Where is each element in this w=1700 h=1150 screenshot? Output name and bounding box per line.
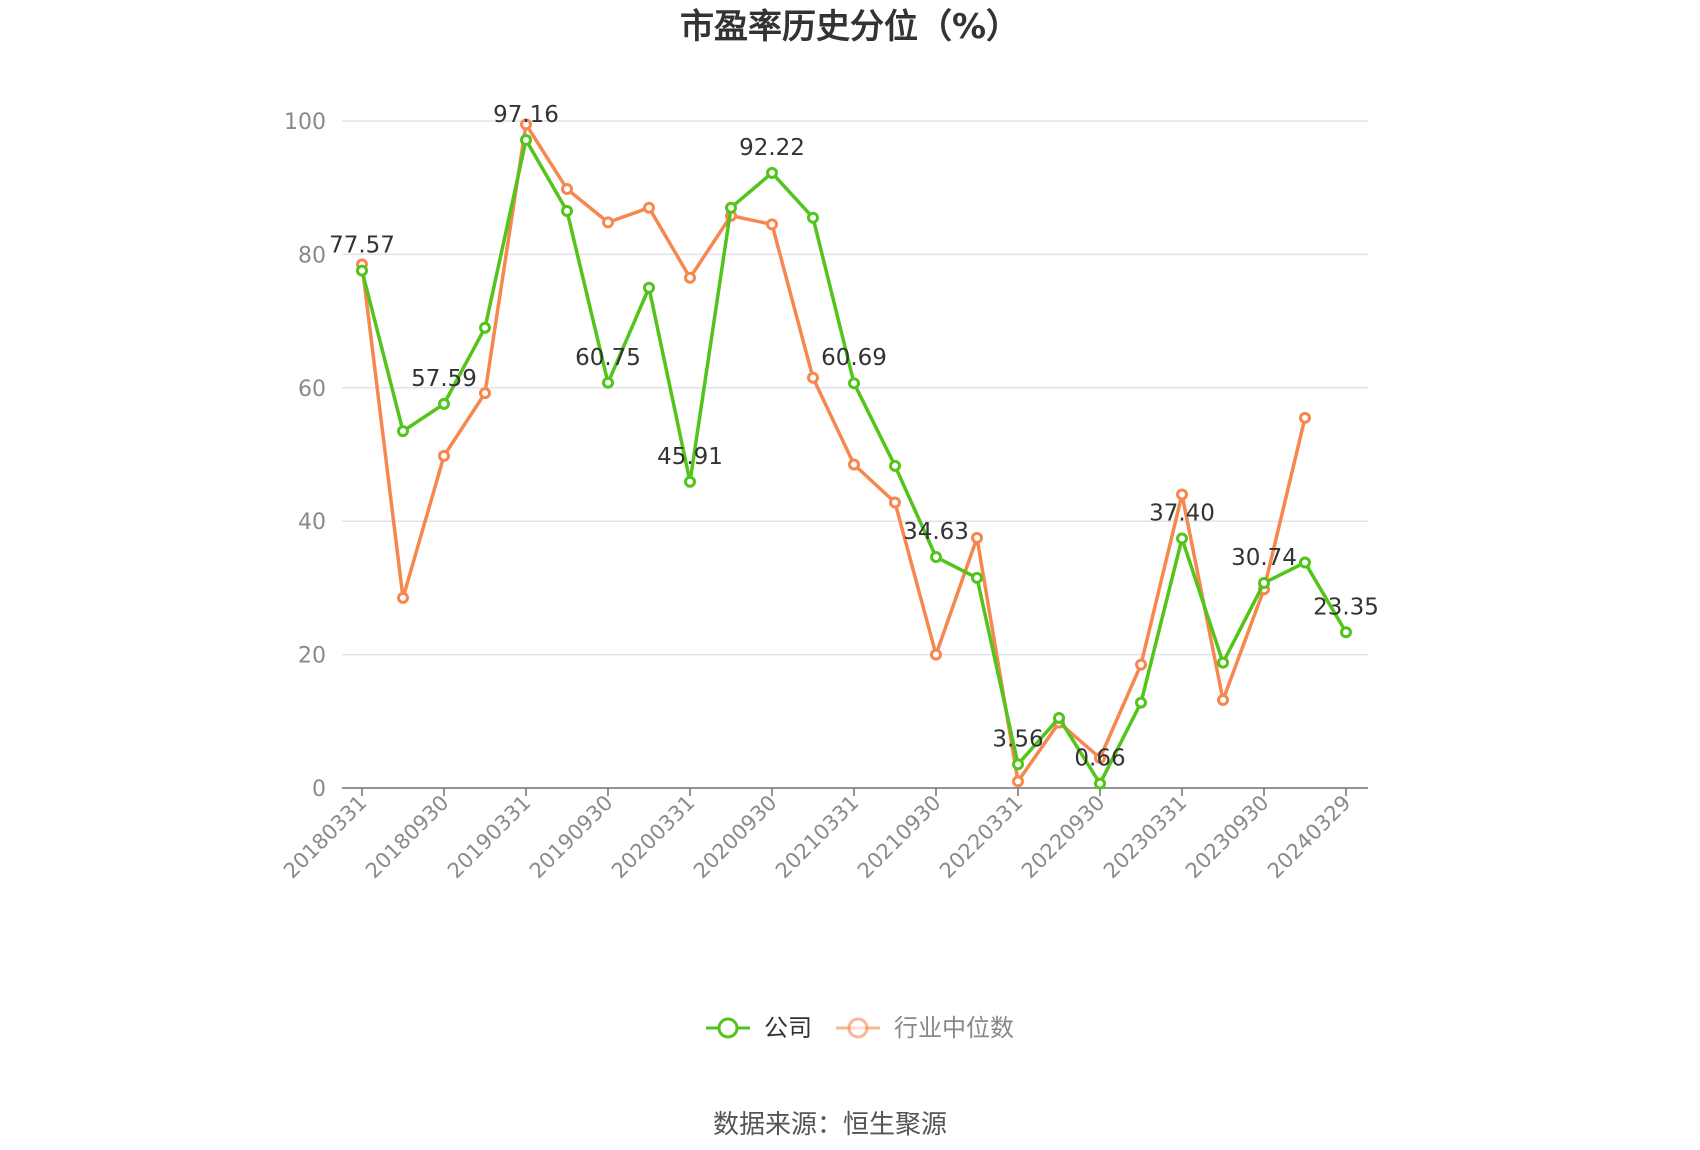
- y-tick-label-60: 60: [298, 377, 326, 402]
- x-tick-label-20230331: 20230331: [1099, 791, 1192, 884]
- data-label-company-20190331: 97.16: [493, 102, 559, 128]
- data-point-company-20220630[interactable]: [1053, 711, 1065, 724]
- y-tick-label-40: 40: [298, 510, 326, 535]
- legend-industry-marker-icon: [847, 1017, 869, 1039]
- legend-item-company[interactable]: 公司: [706, 1014, 812, 1042]
- x-tick-label-20210331: 20210331: [771, 791, 864, 884]
- data-point-company-20240329[interactable]: [1340, 626, 1352, 639]
- data-source-footer: 数据来源：恒生聚源: [713, 1110, 947, 1140]
- data-label-company-20210331: 60.69: [821, 345, 887, 371]
- data-point-company-20190930[interactable]: [602, 376, 614, 389]
- x-tick-label-20190331: 20190331: [443, 791, 536, 884]
- data-labels: 77.57 57.59 97.16 60.75 45.91 92.22 60.69 34.63…: [329, 102, 1379, 772]
- data-label-company-20190930: 60.75: [575, 345, 641, 371]
- data-label-company-20220930: 0.66: [1074, 746, 1125, 772]
- legend: 公司 行业中位数: [706, 1014, 1014, 1042]
- data-label-company-20220331: 3.56: [992, 726, 1043, 752]
- data-point-company-20220930[interactable]: [1094, 777, 1106, 790]
- data-point-industry-20211231[interactable]: [971, 531, 983, 544]
- y-tick-label-80: 80: [298, 243, 326, 268]
- data-point-industry-20220331[interactable]: [1012, 775, 1024, 788]
- series-industry-median: [356, 118, 1311, 788]
- x-tick-label-20200930: 20200930: [689, 791, 782, 884]
- x-tick-label-20200331: 20200331: [607, 791, 700, 884]
- data-point-industry-20190331[interactable]: [520, 118, 532, 131]
- data-label-company-20180331: 77.57: [329, 233, 395, 259]
- data-label-company-20230331: 37.40: [1149, 501, 1215, 527]
- data-point-company-20211231[interactable]: [971, 571, 983, 584]
- data-label-company-20200331: 45.91: [657, 444, 723, 470]
- data-point-company-20200630[interactable]: [725, 201, 737, 214]
- data-point-company-20210930[interactable]: [930, 551, 942, 564]
- x-tick-label-20180331: 20180331: [279, 791, 372, 884]
- data-point-company-20210630[interactable]: [889, 459, 901, 472]
- data-point-company-20180331[interactable]: [356, 264, 368, 277]
- data-point-company-20180930[interactable]: [438, 397, 450, 410]
- x-tick-label-20190930: 20190930: [525, 791, 618, 884]
- data-point-company-20230331[interactable]: [1176, 532, 1188, 545]
- data-point-industry-20181231[interactable]: [479, 387, 491, 400]
- data-point-industry-20180630[interactable]: [397, 591, 409, 604]
- data-point-company-20200331[interactable]: [684, 475, 696, 488]
- data-point-industry-20230630[interactable]: [1217, 693, 1229, 706]
- data-point-industry-20200331[interactable]: [684, 271, 696, 284]
- y-tick-label-0: 0: [312, 777, 326, 802]
- data-point-company-20190630[interactable]: [561, 205, 573, 218]
- legend-item-industry[interactable]: 行业中位数: [836, 1014, 1014, 1042]
- x-tick-label-20220331: 20220331: [935, 791, 1028, 884]
- data-point-industry-20210630[interactable]: [889, 496, 901, 509]
- legend-industry-label: 行业中位数: [894, 1014, 1014, 1042]
- data-point-industry-20180930[interactable]: [438, 449, 450, 462]
- data-label-company-20240329: 23.35: [1313, 594, 1379, 620]
- data-point-industry-20191231[interactable]: [643, 201, 655, 214]
- data-point-industry-20231231[interactable]: [1299, 411, 1311, 424]
- data-point-industry-20221231[interactable]: [1135, 658, 1147, 671]
- data-label-company-20210930: 34.63: [903, 519, 969, 545]
- data-point-company-20230930[interactable]: [1258, 576, 1270, 589]
- legend-company-marker-icon: [717, 1017, 739, 1039]
- x-tick-label-20220930: 20220930: [1017, 791, 1110, 884]
- data-label-company-20230930: 30.74: [1231, 545, 1297, 571]
- data-point-company-20230630[interactable]: [1217, 656, 1229, 669]
- data-point-company-20220331[interactable]: [1012, 758, 1024, 771]
- data-point-company-20191231[interactable]: [643, 281, 655, 294]
- data-point-industry-20230331[interactable]: [1176, 488, 1188, 501]
- y-tick-label-100: 100: [284, 110, 326, 135]
- data-point-company-20180630[interactable]: [397, 425, 409, 438]
- data-point-industry-20190930[interactable]: [602, 216, 614, 229]
- x-tick-label-20180930: 20180930: [361, 791, 454, 884]
- series-group: [356, 118, 1352, 790]
- x-tick-label-20210930: 20210930: [853, 791, 946, 884]
- data-point-industry-20210331[interactable]: [848, 458, 860, 471]
- data-point-industry-20201231[interactable]: [807, 371, 819, 384]
- data-point-industry-20220930[interactable]: [1094, 751, 1106, 764]
- axes: 0 20 40 60 80 100 2018033120180930201903312019…: [279, 110, 1368, 883]
- data-point-company-20210331[interactable]: [848, 377, 860, 390]
- x-tick-label-20230930: 20230930: [1181, 791, 1274, 884]
- data-point-company-20200930[interactable]: [766, 166, 778, 179]
- legend-company-label: 公司: [764, 1014, 812, 1042]
- y-tick-label-20: 20: [298, 644, 326, 669]
- data-point-company-20231231[interactable]: [1299, 556, 1311, 569]
- data-point-industry-20190630[interactable]: [561, 183, 573, 196]
- series-line-industry-median: [360, 122, 1307, 784]
- data-point-company-20201231[interactable]: [807, 211, 819, 224]
- data-point-company-20221231[interactable]: [1135, 696, 1147, 709]
- series-company: [356, 133, 1352, 790]
- data-point-company-20181231[interactable]: [479, 321, 491, 334]
- x-tick-label-20240329: 20240329: [1263, 791, 1356, 884]
- data-label-company-20180930: 57.59: [411, 366, 477, 392]
- data-point-company-20190331[interactable]: [520, 133, 532, 146]
- data-point-industry-20210930[interactable]: [930, 648, 942, 661]
- chart-title: 市盈率历史分位（%）: [680, 7, 1020, 47]
- data-label-company-20200930: 92.22: [739, 135, 805, 161]
- data-point-industry-20200930[interactable]: [766, 218, 778, 231]
